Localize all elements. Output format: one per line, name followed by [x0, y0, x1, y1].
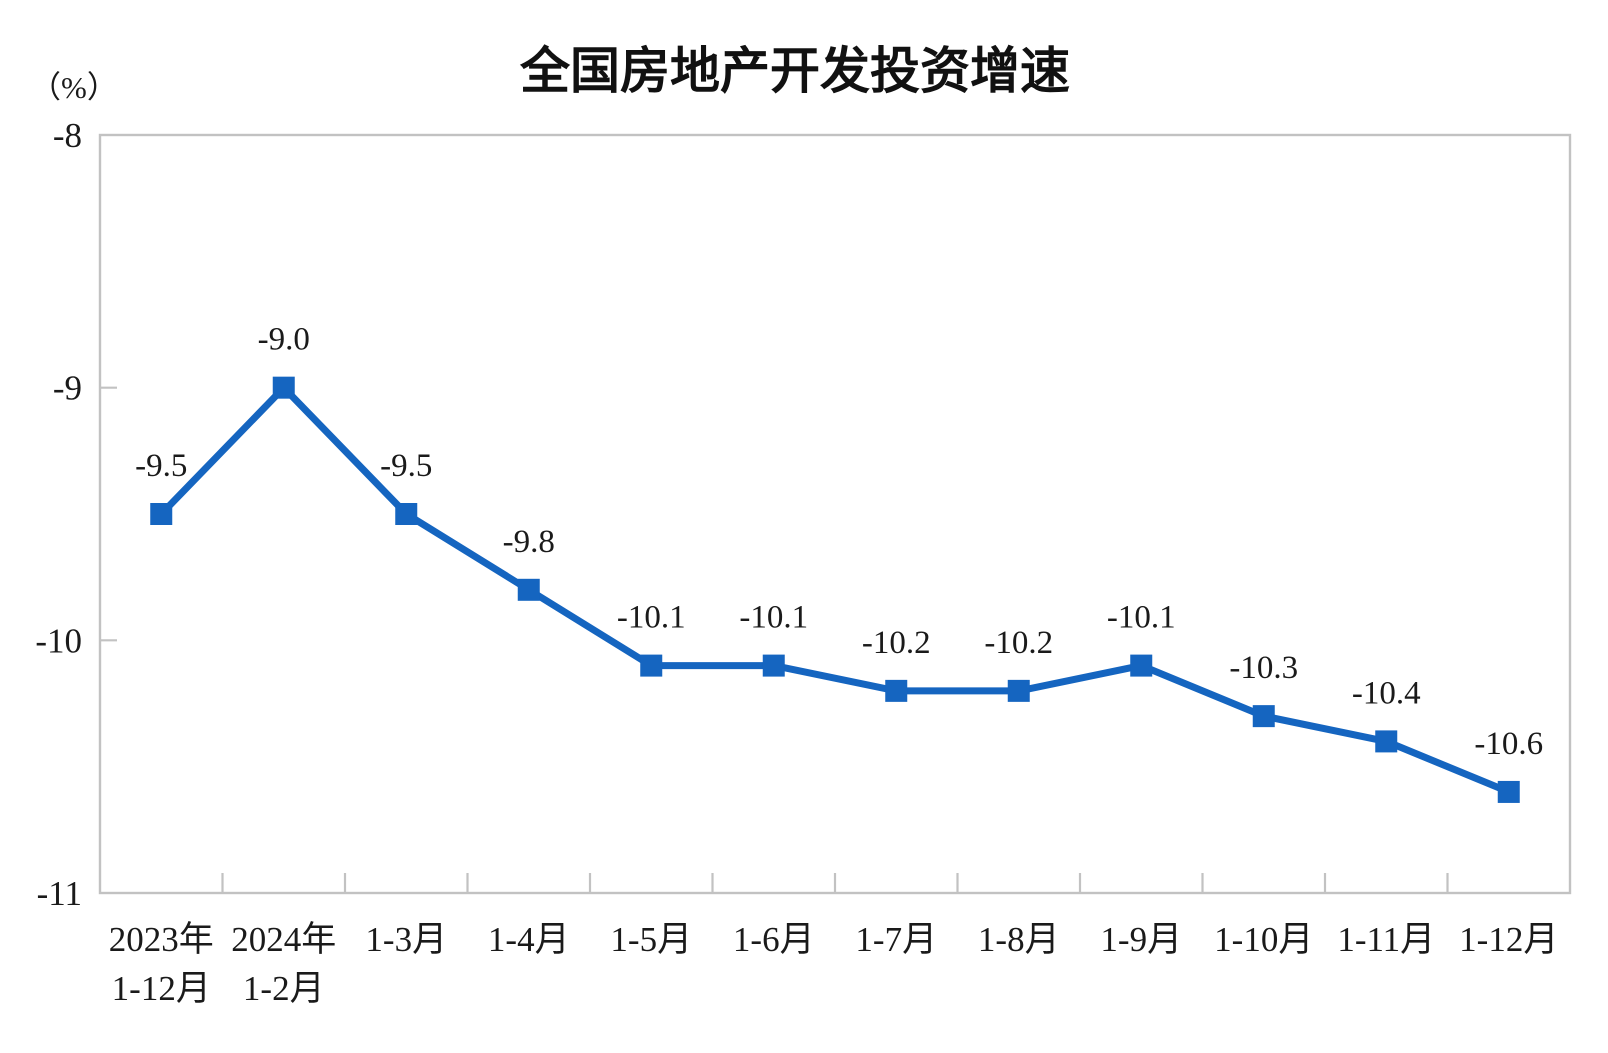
- y-axis-tick-label: -11: [37, 874, 82, 913]
- y-axis-tick-label: -8: [53, 116, 82, 155]
- x-axis-label: 2023年: [109, 920, 214, 959]
- data-point-marker: [1497, 780, 1520, 803]
- data-point-label: -10.2: [984, 625, 1053, 661]
- x-axis-label: 1-9月: [1100, 920, 1182, 959]
- y-axis-tick-label: -9: [53, 369, 82, 408]
- data-line: [158, 384, 1511, 796]
- data-point-label: -9.0: [258, 322, 310, 358]
- data-point-label: -10.6: [1474, 726, 1543, 762]
- data-point-marker: [395, 503, 418, 525]
- y-axis-tick-label: -10: [35, 621, 82, 660]
- data-point-marker: [885, 679, 908, 702]
- data-point-marker: [1007, 679, 1030, 702]
- x-axis-label: 1-10月: [1214, 920, 1313, 959]
- data-point-label: -10.4: [1352, 675, 1421, 711]
- data-point-marker: [272, 376, 295, 399]
- data-point-marker: [150, 503, 173, 525]
- x-axis-label: 2024年: [231, 920, 336, 959]
- x-axis-label: 1-3月: [365, 920, 447, 959]
- data-point-marker: [517, 578, 540, 601]
- x-axis-label: 1-11月: [1337, 920, 1435, 959]
- data-point-label: -9.8: [503, 524, 555, 560]
- x-axis-label: 1-4月: [488, 920, 570, 959]
- plot-area: -8 -9 -10 -11 -9.5 -9.0 -9.5 -9.8 -10.1 -10.1 -10.…: [35, 116, 1572, 1008]
- plot-border: [98, 133, 1572, 895]
- data-point-label: -10.1: [739, 600, 808, 636]
- chart-title: 全国房地产开发投资增速: [519, 43, 1070, 99]
- data-point-marker: [1252, 705, 1275, 728]
- x-axis-label: 1-7月: [855, 920, 937, 959]
- data-point-marker: [762, 654, 785, 677]
- x-axis-label: 1-12月: [1459, 920, 1558, 959]
- data-point-marker: [640, 654, 663, 677]
- x-axis-label: 1-2月: [243, 969, 325, 1008]
- data-point-label: -10.3: [1229, 650, 1298, 686]
- data-point-label: -10.1: [617, 600, 686, 636]
- x-axis-label: 1-5月: [610, 920, 692, 959]
- x-axis-label: 1-12月: [112, 969, 211, 1008]
- x-axis-label: 1-8月: [978, 920, 1060, 959]
- data-point-label: -9.5: [135, 448, 187, 484]
- x-axis-label: 1-6月: [733, 920, 815, 959]
- data-point-marker: [1130, 654, 1153, 677]
- data-point-label: -10.1: [1107, 600, 1176, 636]
- y-axis-unit-label: （%）: [30, 70, 118, 105]
- data-point-label: -10.2: [862, 625, 931, 661]
- data-point-label: -9.5: [380, 448, 432, 484]
- data-point-marker: [1375, 730, 1398, 753]
